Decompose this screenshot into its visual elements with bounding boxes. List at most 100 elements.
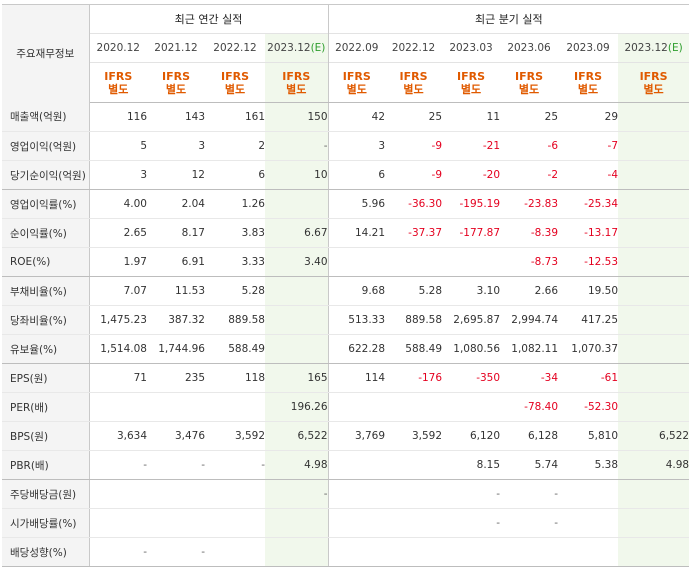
value-cell <box>205 479 265 509</box>
basis-standard: IFRS <box>282 69 311 83</box>
estimate-mark: (E) <box>310 42 326 54</box>
accounting-basis: IFRS 별도 <box>385 62 443 103</box>
table-row: 순이익률(%) 2.65 8.17 3.83 6.67 14.21 -37.37 -177.8… <box>2 218 690 248</box>
period-header: 2023.09 <box>558 33 619 63</box>
table-row: 시가배당률(%) - - <box>2 508 690 538</box>
value-cell <box>385 479 443 509</box>
value-cell <box>265 537 329 567</box>
value-cell: - <box>205 450 265 480</box>
value-cell: 11 <box>442 102 501 132</box>
row-label: 당좌비율(%) <box>2 305 90 335</box>
value-cell: 513.33 <box>327 305 386 335</box>
value-cell: -37.37 <box>385 218 443 248</box>
period-header: 2020.12 <box>89 33 147 63</box>
accounting-basis: IFRS 별도 <box>205 62 265 103</box>
basis-header-row: IFRS 별도 IFRS 별도 IFRS 별도 IFRS 별도 IFRS 별도 IFRS 별도 IFRS… <box>2 62 690 103</box>
table-row: 주당배당금(원) - - - <box>2 479 690 509</box>
annual-group-header: 최근 연간 실적 <box>89 4 329 34</box>
value-cell <box>265 334 329 364</box>
value-cell: 11.53 <box>147 276 205 306</box>
value-cell <box>147 392 205 422</box>
basis-standard: IFRS <box>639 69 668 83</box>
value-cell: -195.19 <box>442 189 501 219</box>
value-cell: 1,070.37 <box>558 334 619 364</box>
value-cell: 7.07 <box>89 276 147 306</box>
row-label: 당기순이익(억원) <box>2 160 90 190</box>
basis-type: 별도 <box>286 82 307 96</box>
table-row: 당좌비율(%) 1,475.23 387.32 889.58 513.33 889.58 2… <box>2 305 690 335</box>
value-cell <box>89 479 147 509</box>
value-cell: 1.26 <box>205 189 265 219</box>
value-cell: 9.68 <box>327 276 386 306</box>
value-cell: 2,695.87 <box>442 305 501 335</box>
value-cell: 588.49 <box>205 334 265 364</box>
basis-type: 별도 <box>346 82 367 96</box>
value-cell <box>618 247 690 277</box>
period-header: 2022.12 <box>385 33 443 63</box>
value-cell: - <box>89 450 147 480</box>
value-cell: -176 <box>385 363 443 393</box>
basis-type: 별도 <box>224 82 246 96</box>
row-label: 시가배당률(%) <box>2 508 90 538</box>
value-cell: -177.87 <box>442 218 501 248</box>
value-cell <box>265 305 329 335</box>
basis-type: 별도 <box>643 82 664 96</box>
value-cell: 29 <box>558 102 619 132</box>
value-cell: 3.40 <box>265 247 329 277</box>
value-cell <box>147 508 205 538</box>
value-cell: - <box>442 508 501 538</box>
period-label: 2023.12 <box>267 42 311 54</box>
value-cell: 2,994.74 <box>500 305 559 335</box>
value-cell <box>205 392 265 422</box>
value-cell: -34 <box>500 363 559 393</box>
value-cell <box>618 479 690 509</box>
value-cell: -20 <box>442 160 501 190</box>
row-label: 배당성향(%) <box>2 537 90 567</box>
value-cell: 1,082.11 <box>500 334 559 364</box>
value-cell <box>618 160 690 190</box>
value-cell: 3,592 <box>205 421 265 451</box>
value-cell: 5 <box>89 131 147 161</box>
period-label: 2023.03 <box>449 42 493 54</box>
basis-standard: IFRS <box>515 69 544 83</box>
value-cell: 5.28 <box>385 276 443 306</box>
value-cell <box>327 450 386 480</box>
period-label: 2021.12 <box>154 42 198 54</box>
accounting-basis: IFRS 별도 <box>442 62 501 103</box>
value-cell: 2 <box>205 131 265 161</box>
value-cell <box>618 276 690 306</box>
accounting-basis: IFRS 별도 <box>558 62 619 103</box>
basis-type: 별도 <box>577 82 599 96</box>
value-cell: 3,592 <box>385 421 443 451</box>
value-cell: 12 <box>147 160 205 190</box>
value-cell: 1.97 <box>89 247 147 277</box>
value-cell <box>385 392 443 422</box>
value-cell: - <box>442 479 501 509</box>
value-cell <box>327 508 386 538</box>
value-cell: 42 <box>327 102 386 132</box>
value-cell: - <box>147 450 205 480</box>
value-cell: 387.32 <box>147 305 205 335</box>
period-header: 2022.12 <box>205 33 265 63</box>
period-label: 2023.06 <box>507 42 551 54</box>
value-cell <box>618 508 690 538</box>
basis-standard: IFRS <box>574 69 603 83</box>
value-cell: 3 <box>327 131 386 161</box>
value-cell: 1,744.96 <box>147 334 205 364</box>
value-cell: 116 <box>89 102 147 132</box>
row-label: 순이익률(%) <box>2 218 90 248</box>
row-label: 영업이익률(%) <box>2 189 90 219</box>
basis-type: 별도 <box>403 82 424 96</box>
table-row: 당기순이익(억원) 3 12 6 10 6 -9 -20 -2 -4 <box>2 160 690 190</box>
value-cell: 3,634 <box>89 421 147 451</box>
value-cell: 5.38 <box>558 450 619 480</box>
value-cell: 71 <box>89 363 147 393</box>
value-cell <box>327 247 386 277</box>
value-cell: -21 <box>442 131 501 161</box>
value-cell: 4.98 <box>618 450 690 480</box>
value-cell <box>147 479 205 509</box>
accounting-basis: IFRS 별도 <box>500 62 559 103</box>
value-cell: 622.28 <box>327 334 386 364</box>
row-label: 매출액(억원) <box>2 102 90 132</box>
row-label: 영업이익(억원) <box>2 131 90 161</box>
